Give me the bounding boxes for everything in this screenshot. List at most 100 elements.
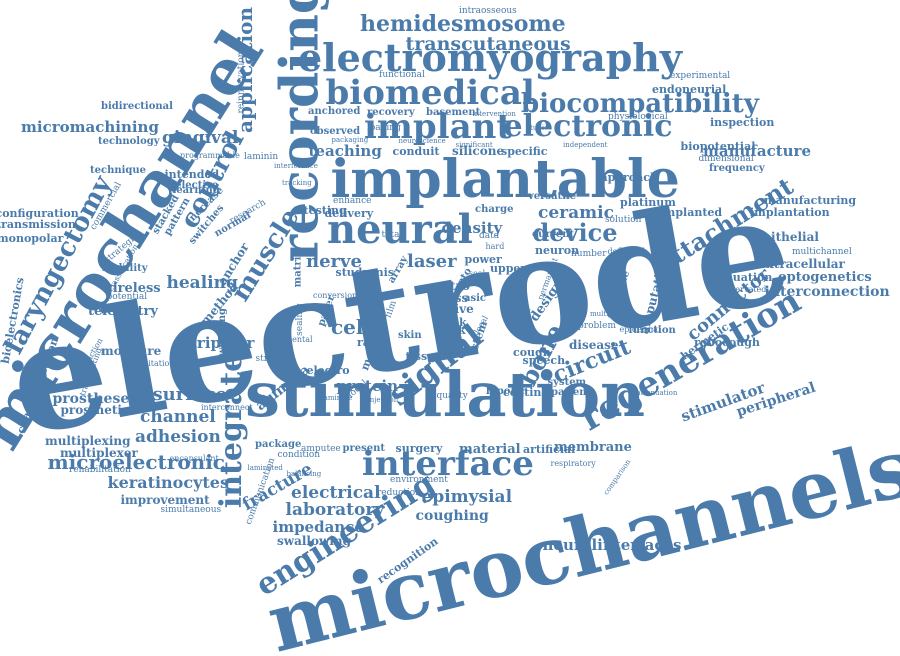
cloud-word: neuralinterfaces [542,535,682,554]
cloud-word: multichannel [792,246,852,257]
cloud-word: basement [426,107,481,118]
cloud-word: laser [407,251,457,272]
cloud-word: power [464,252,502,266]
cloud-word: asic [464,293,486,304]
cloud-word: neural [327,206,473,253]
cloud-word: matrix [291,250,303,288]
cloud-word: device [532,218,618,247]
cloud-word: surgery [395,441,443,455]
cloud-word: laminate [321,393,353,402]
cloud-word: tracking [282,178,312,187]
cloud-word: surface [152,384,228,405]
cloud-word: improvement [120,493,210,507]
cloud-word: epimysial [421,486,513,507]
cloud-word: electronic [503,109,673,144]
cloud-word: endoneurial [652,82,727,96]
cloud-word: packaging [331,135,369,144]
cloud-word: independent [563,140,608,149]
cloud-word: multiplexed [590,309,632,318]
cloud-word: laboratory [285,499,385,520]
cloud-word: biomedical [325,73,535,113]
cloud-word: anchored [308,106,361,117]
cloud-word: neuron [535,243,580,257]
cloud-word: recovery [367,107,415,118]
cloud-word: current [532,229,575,240]
cloud-word: prosthetic [60,403,130,417]
cloud-word: inspection [710,115,775,129]
cloud-word: quality [436,390,468,401]
cloud-word: limitation [135,359,175,368]
cloud-word: implantable [330,149,680,210]
cloud-word: physiological [608,111,668,122]
cloud-word: tissue [405,349,443,363]
cloud-word: enhance [333,195,372,206]
cloud-word: attenuation [636,388,678,397]
cloud-word: hard [485,242,505,251]
cloud-word: reinnervated [714,285,767,294]
cloud-word: disease [569,338,619,352]
cloud-word: stability [102,263,148,274]
cloud-word: balancing [286,469,322,478]
cloud-word: silicone [452,144,505,158]
cloud-word: nerve [306,251,362,272]
cloud-word: upper [490,261,527,275]
cloud-word: rapid [357,335,390,349]
cloud-word: respiratory [550,459,596,468]
cloud-word: intraosseous [459,5,517,16]
cloud-word: reinnervation [236,51,247,113]
cloud-word: platinum [620,195,676,209]
cloud-word: microelectronic [47,450,225,474]
cloud-word: bipolar [486,386,526,397]
cloud-word: dental [287,335,313,344]
cloud-word: cough [513,345,551,359]
cloud-word: intervention [472,109,516,118]
cloud-word: biopotential [680,139,756,153]
cloud-word: tripolar [190,333,255,352]
cloud-word: interconnect [201,403,253,412]
cloud-word: active [434,302,474,316]
cloud-word: environment [390,474,448,485]
cloud-word: switching [217,307,229,363]
cloud-word: manufacture [703,141,811,160]
cloud-word: frequency [709,163,765,174]
cloud-word: impedance [272,517,364,536]
cloud-word: transmission [0,217,76,231]
cloud-word: learning [172,185,220,196]
cloud-word: rehabilitation [69,464,131,475]
cloud-word: wireless [101,280,161,296]
cloud-word: monopolar [0,231,64,245]
cloud-word: multiplexer [60,446,138,460]
cloud-word: condition [277,449,321,460]
cloud-word: micromachining [21,117,159,136]
cloud-word: teaching [308,141,382,160]
cloud-word: technology [98,136,160,147]
cloud-word: study [335,265,369,279]
cloud-word: problem [578,320,616,331]
cloud-word: cell [331,315,372,339]
cloud-word: gingival [162,127,239,148]
cloud-word: laminated [247,463,283,472]
cloud-word: specific [501,144,548,158]
cloud-word: thick [434,323,466,337]
cloud-word: dimensional [698,153,754,164]
cloud-word: prostheses [52,391,138,407]
cloud-word: neuroscience [398,136,446,145]
cloud-word: total [381,229,403,240]
cloud-word: optogenetics [778,269,872,285]
cloud-word: extracellular [759,257,845,271]
cloud-word: solution [605,214,642,225]
cloud-word: observed [310,126,361,137]
cloud-word: strength [255,353,295,364]
cloud-word: loading [367,122,401,133]
cloud-word: selective [169,180,219,191]
cloud-word: swallowing [277,534,351,548]
cloud-word: manufacturing [764,193,857,207]
cloud-word: electromyography [298,35,682,80]
cloud-word: interface [362,444,534,484]
cloud-word: function [628,325,676,336]
cloud-word: skin [398,330,422,341]
cloud-word: versatile [528,191,577,202]
cloud-word: interconnection [764,284,890,300]
cloud-word: implant [364,107,513,147]
cloud-word: hemidesmosome [360,11,566,37]
